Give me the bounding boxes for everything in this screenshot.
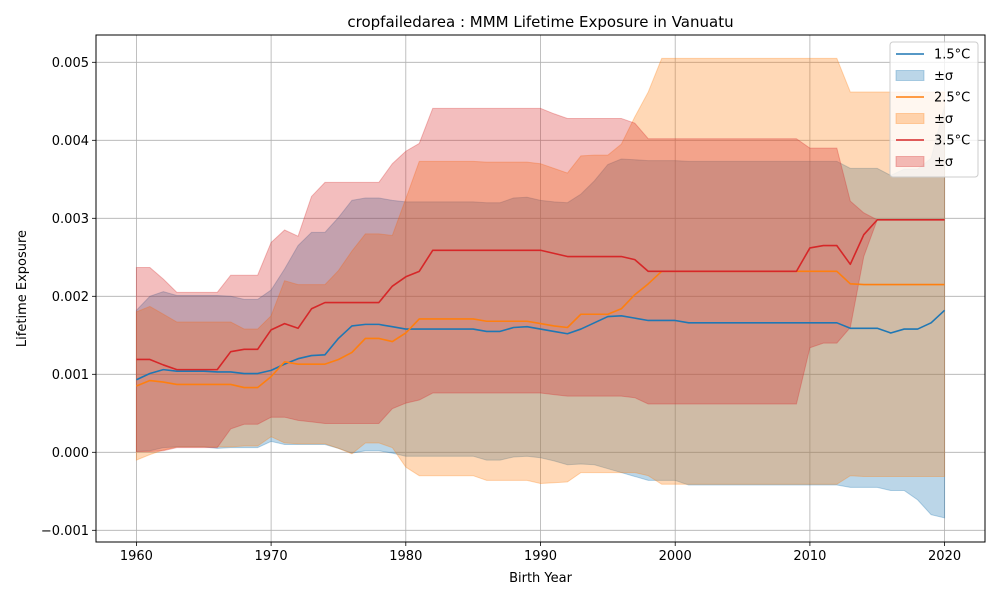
x-tick-label: 1960: [120, 549, 153, 564]
y-tick-label: 0.003: [52, 212, 89, 227]
y-axis-label: Lifetime Exposure: [15, 230, 30, 347]
y-tick-label: 0.001: [52, 368, 89, 383]
x-axis-label: Birth Year: [509, 571, 573, 586]
y-tick-label: 0.000: [52, 446, 89, 461]
legend-frame: [889, 41, 979, 178]
band-2.5°C: [135, 57, 946, 485]
legend-label: 1.5°C: [934, 48, 970, 63]
legend-label: ±σ: [934, 112, 953, 127]
band-1.5°C: [135, 105, 946, 519]
legend-swatch-band: [895, 113, 925, 124]
legend-swatch-band: [895, 156, 925, 167]
x-tick-label: 2020: [928, 549, 961, 564]
grid: [96, 35, 985, 542]
x-tick-label: 1990: [524, 549, 557, 564]
legend-label: ±σ: [934, 155, 953, 170]
chart-title: cropfailedarea : MMM Lifetime Exposure i…: [347, 13, 733, 31]
line-2.5°C: [136, 270, 945, 389]
legend-label: 2.5°C: [934, 91, 970, 106]
y-tick-label: 0.005: [52, 56, 89, 71]
y-tick-label: 0.004: [52, 134, 89, 149]
y-tick-label: −0.001: [41, 524, 89, 539]
legend-swatch-band: [895, 70, 925, 81]
line-3.5°C: [136, 219, 945, 371]
x-tick-label: 1980: [389, 549, 422, 564]
y-tick-label: 0.002: [52, 290, 89, 305]
legend-label: ±σ: [934, 69, 953, 84]
series-lines: [136, 219, 946, 389]
legend-label: 3.5°C: [934, 134, 970, 149]
x-tick-label: 1970: [255, 549, 288, 564]
x-axis-ticks: 1960 1970 1980 1990 2000 2010 2020: [120, 542, 961, 564]
y-axis-ticks: −0.001 0.000 0.001 0.002 0.003 0.004 0.005: [41, 56, 96, 539]
x-tick-label: 2000: [659, 549, 692, 564]
x-tick-label: 2010: [793, 549, 826, 564]
legend: 1.5°C ±σ 2.5°C ±σ 3.5°C ±σ: [889, 41, 979, 178]
bands: [135, 57, 946, 519]
line-1.5°C: [136, 309, 946, 381]
